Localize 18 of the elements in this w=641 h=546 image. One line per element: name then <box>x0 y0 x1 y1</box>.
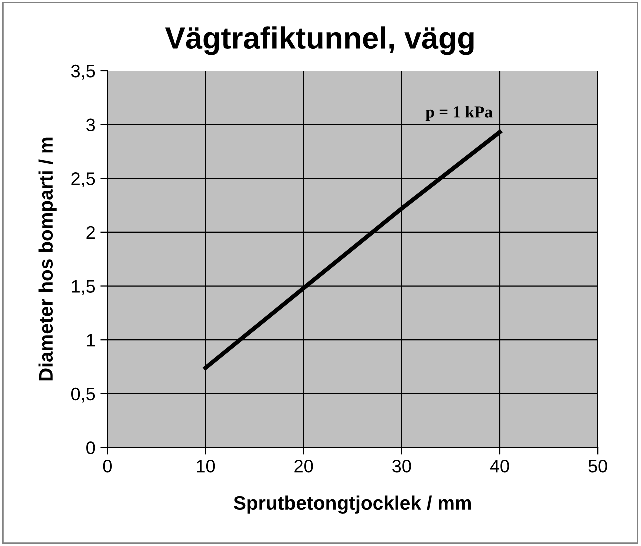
y-tick-label: 0 <box>86 442 96 454</box>
y-tick-label: 0,5 <box>71 388 96 403</box>
chart-title: Vägtrafiktunnel, vägg <box>165 26 474 56</box>
annotation: p = 1 kPa <box>426 106 493 122</box>
y-tick-label: 2 <box>86 226 95 239</box>
y-axis-title: Diameter hos bomparti / m <box>38 138 57 381</box>
y-tick-label: 1 <box>87 334 95 347</box>
x-tick-label: 50 <box>588 460 608 473</box>
y-tick-label: 3 <box>86 118 96 132</box>
y-tick-label: 3,5 <box>71 64 96 80</box>
x-tick-label: 0 <box>103 460 112 473</box>
x-tick-label: 20 <box>294 460 314 473</box>
y-tick-label: 1,5 <box>72 280 96 296</box>
x-axis-title: Sprutbetongtjocklek / mm <box>234 496 472 514</box>
y-tick-label: 2,5 <box>72 172 96 188</box>
x-tick-label: 40 <box>490 460 510 473</box>
x-tick-label: 30 <box>392 460 412 473</box>
x-tick-label: 10 <box>197 460 216 473</box>
